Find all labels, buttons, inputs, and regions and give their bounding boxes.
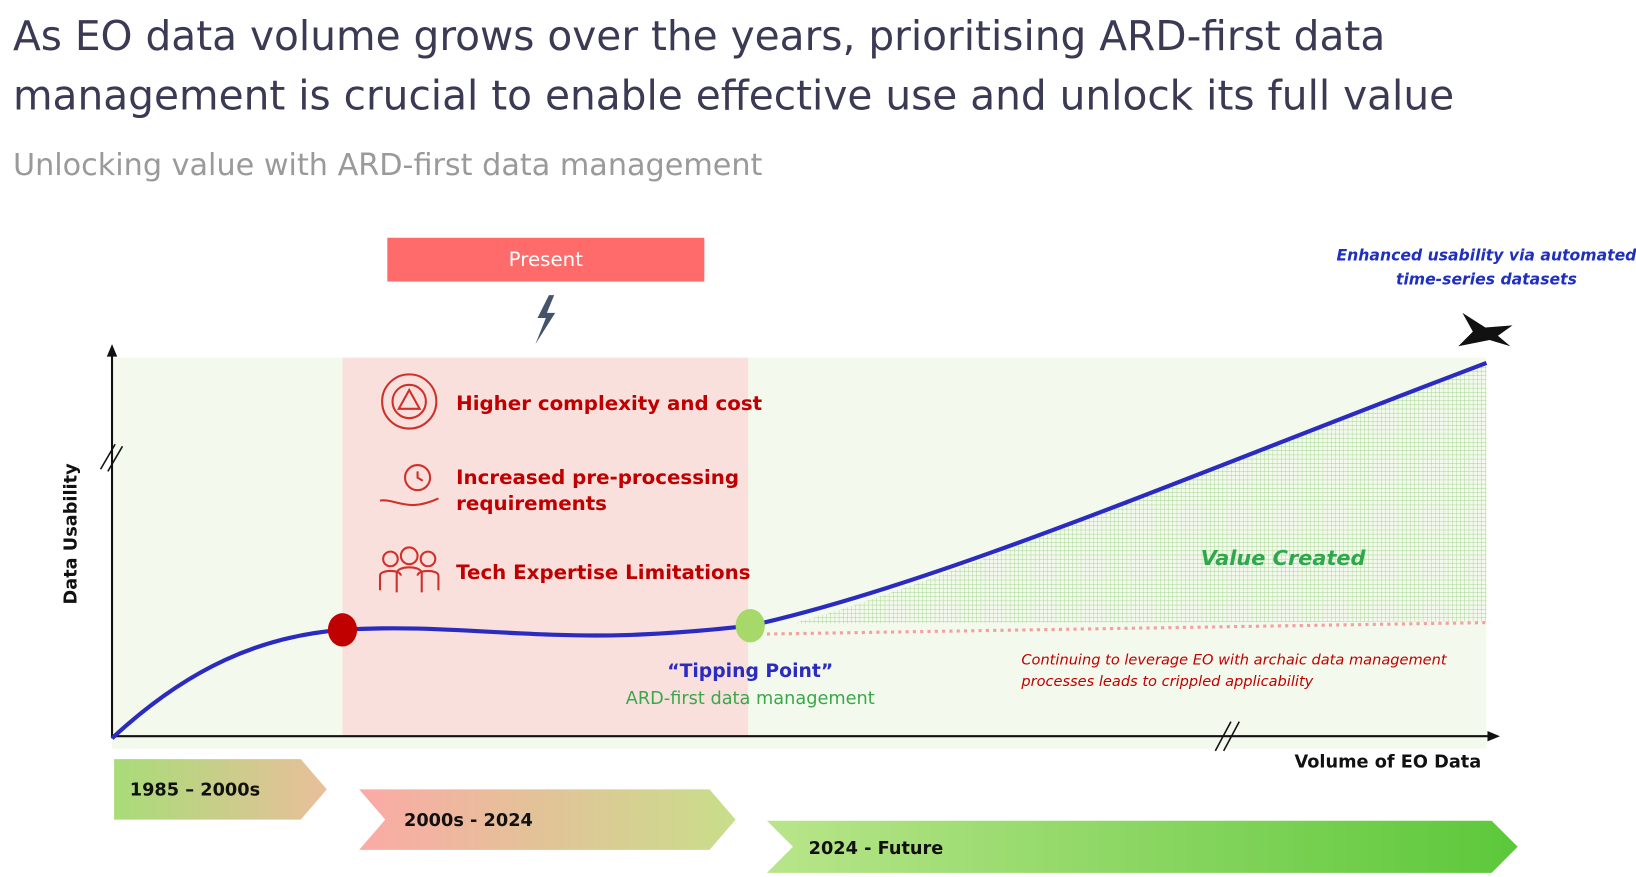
challenge: Increased pre-processing — [456, 466, 739, 489]
challenge: Higher complexity and cost — [456, 392, 762, 415]
phase-arrow — [359, 789, 736, 850]
title: management is crucial to enable effectiv… — [13, 71, 1454, 119]
usability-curve — [110, 360, 1488, 740]
value-created: Value Created — [1201, 546, 1367, 570]
present-label: Present — [509, 248, 584, 271]
bird-icon — [1458, 312, 1513, 347]
present-box — [387, 237, 705, 282]
tipping-point: “Tipping Point” — [667, 661, 833, 682]
phase-label: 1985 – 2000s — [130, 781, 260, 801]
icons — [378, 373, 440, 593]
challenge: Tech Expertise Limitations — [456, 561, 750, 584]
value-area — [792, 364, 1487, 624]
annotation: Enhanced usability via automated — [1337, 246, 1636, 265]
tipping-sub: ARD-first data management — [626, 689, 875, 709]
present-zone — [342, 357, 749, 736]
tipping-dot — [735, 608, 765, 643]
y-arrow — [106, 344, 118, 357]
phase-arrow — [114, 759, 327, 820]
present-dot — [327, 613, 358, 647]
y-break — [99, 443, 124, 472]
archaic-note: Continuing to leverage EO with archaic d… — [1021, 651, 1448, 668]
x-arrow — [1487, 731, 1500, 742]
phase-arrow — [766, 820, 1518, 873]
subtitle: Unlocking value with ARD-first data mana… — [13, 148, 763, 183]
archaic-note: processes leads to crippled applicabilit… — [1020, 673, 1313, 690]
lightning-icon — [535, 295, 556, 345]
phase-label: 2000s - 2024 — [404, 811, 533, 831]
phase-label: 2024 - Future — [809, 839, 944, 859]
x-axis-label: Volume of EO Data — [1294, 753, 1481, 773]
y-axis-label: Data Usability — [62, 463, 82, 605]
x-break — [1214, 721, 1240, 752]
annotation: time-series datasets — [1396, 270, 1577, 289]
title: As EO data volume grows over the years, … — [13, 12, 1385, 60]
challenge: requirements — [456, 492, 607, 515]
